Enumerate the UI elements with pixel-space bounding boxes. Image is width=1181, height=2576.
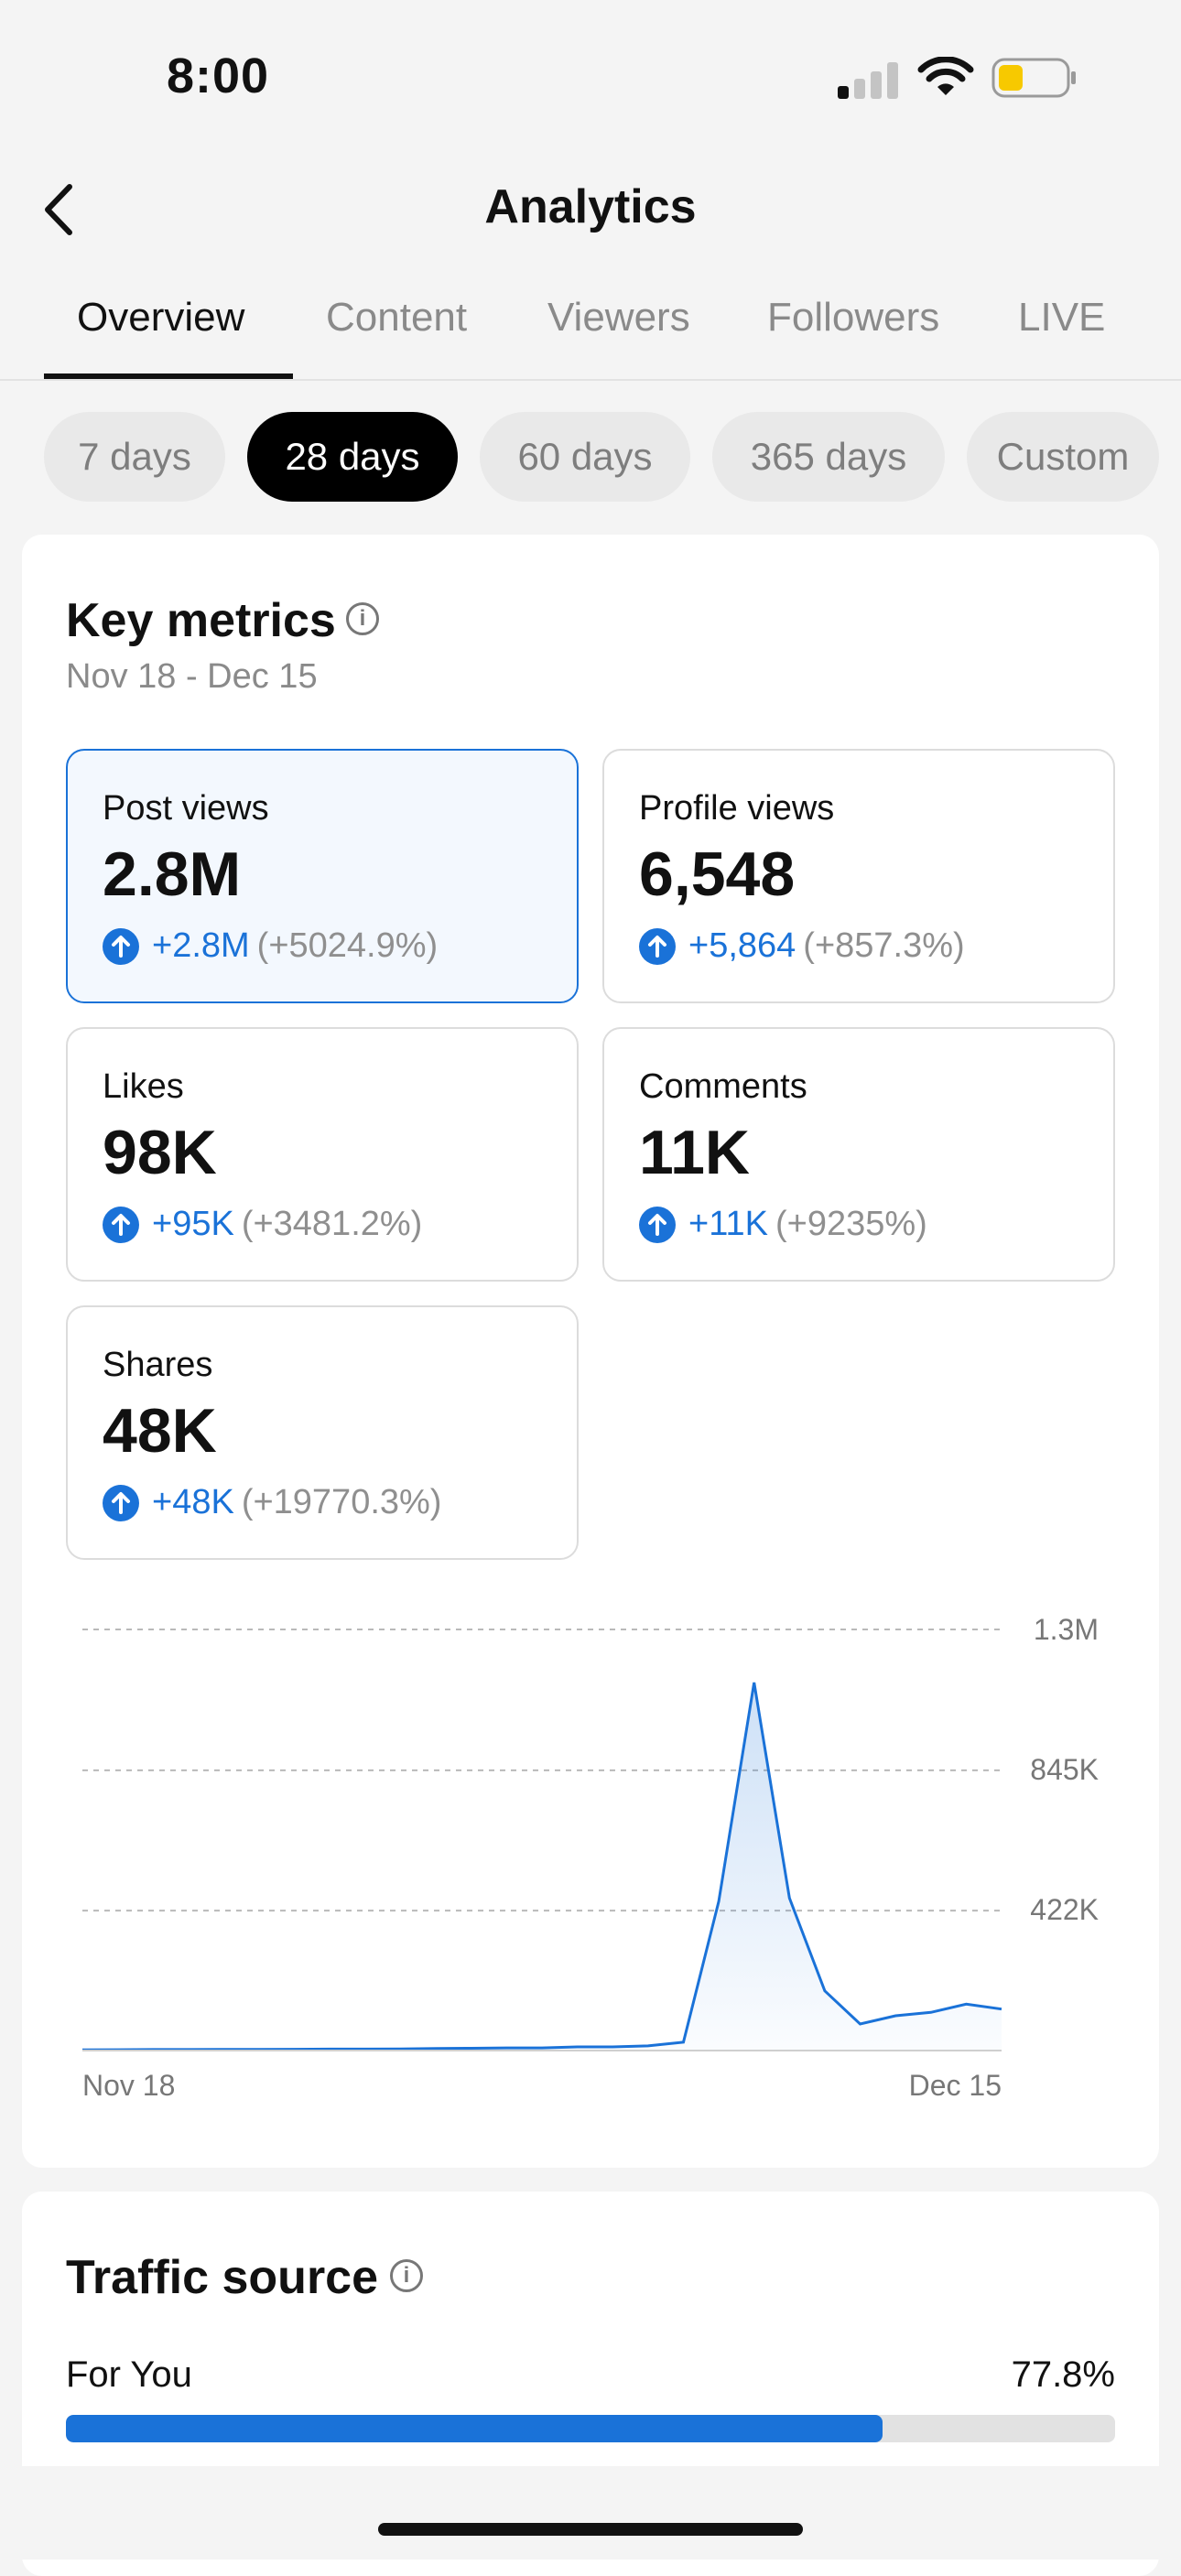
y-tick-label: 1.3M	[1007, 1613, 1099, 1647]
traffic-source-percent: 77.8%	[932, 2354, 1115, 2396]
y-tick-label: 422K	[1007, 1893, 1099, 1927]
traffic-source-label: For You	[66, 2354, 192, 2396]
chart-area-fill	[82, 1683, 1002, 2051]
info-icon[interactable]: i	[390, 2259, 423, 2292]
traffic-source-bar-fill	[66, 2415, 883, 2442]
bottom-safe-area	[0, 2466, 1181, 2560]
traffic-source-bar	[66, 2415, 1115, 2442]
y-tick-label: 845K	[1007, 1753, 1099, 1787]
chart-series-line	[82, 1683, 1002, 2050]
x-end-label: Dec 15	[879, 2069, 1002, 2103]
post-views-chart	[0, 0, 1181, 2197]
x-start-label: Nov 18	[82, 2069, 175, 2103]
traffic-source-title: Traffic source	[66, 2250, 378, 2305]
home-indicator[interactable]	[378, 2523, 803, 2536]
